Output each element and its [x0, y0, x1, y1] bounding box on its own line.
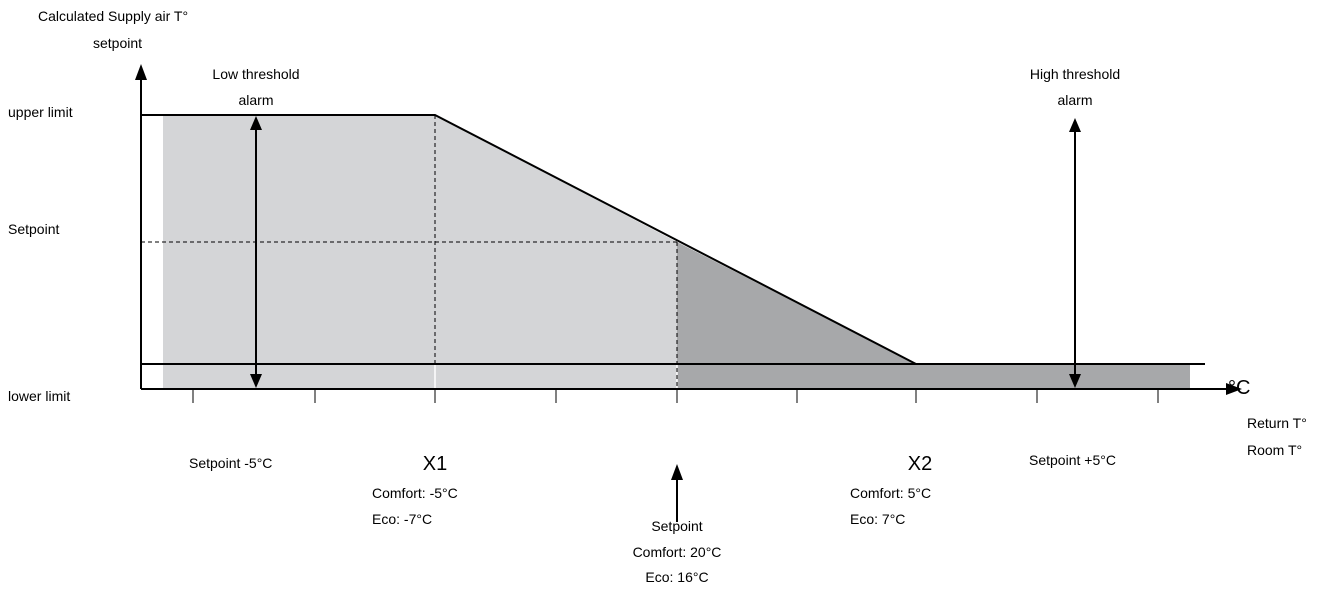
setpoint-arrowhead	[671, 464, 683, 480]
x-axis-title-line1: Return T°	[1247, 415, 1307, 431]
setpoint-label: Setpoint	[651, 518, 703, 534]
x1-eco: Eco: -7°C	[372, 511, 433, 527]
setpoint-y-label: Setpoint	[8, 221, 60, 237]
low-alarm-arrowhead-up	[250, 116, 262, 130]
light-shaded-area	[163, 115, 677, 389]
high-alarm-label-line2: alarm	[1057, 92, 1093, 108]
setpoint-minus-label: Setpoint -5°C	[189, 455, 273, 471]
x2-label: X2	[907, 453, 933, 475]
x-axis-ticks	[192, 389, 1159, 403]
lower-limit-label: lower limit	[8, 388, 71, 404]
high-alarm-arrowhead-down	[1069, 374, 1081, 388]
setpoint-comfort: Comfort: 20°C	[632, 544, 722, 560]
x1-comfort: Comfort: -5°C	[372, 485, 458, 501]
x2-comfort: Comfort: 5°C	[850, 485, 932, 501]
low-alarm-label-line1: Low threshold	[212, 66, 300, 82]
high-alarm-label-line1: High threshold	[1029, 66, 1121, 82]
y-axis-arrowhead	[135, 64, 147, 80]
low-alarm-arrowhead-down	[250, 374, 262, 388]
x2-eco: Eco: 7°C	[850, 511, 906, 527]
y-axis-title-line1: Calculated Supply air T°	[38, 8, 189, 24]
upper-limit-label: upper limit	[8, 104, 73, 120]
dark-shaded-area	[677, 242, 1190, 389]
y-axis-title-line2: setpoint	[93, 35, 143, 51]
low-alarm-label-line2: alarm	[238, 92, 274, 108]
high-alarm-arrowhead-up	[1069, 118, 1081, 132]
x-axis-arrowhead	[1226, 383, 1242, 395]
setpoint-plus-label: Setpoint +5°C	[1029, 452, 1116, 468]
x1-label: X1	[422, 453, 448, 475]
setpoint-eco: Eco: 16°C	[645, 569, 709, 585]
x-axis-title-line2: Room T°	[1247, 442, 1303, 458]
x-axis-unit: °C	[1228, 377, 1251, 399]
